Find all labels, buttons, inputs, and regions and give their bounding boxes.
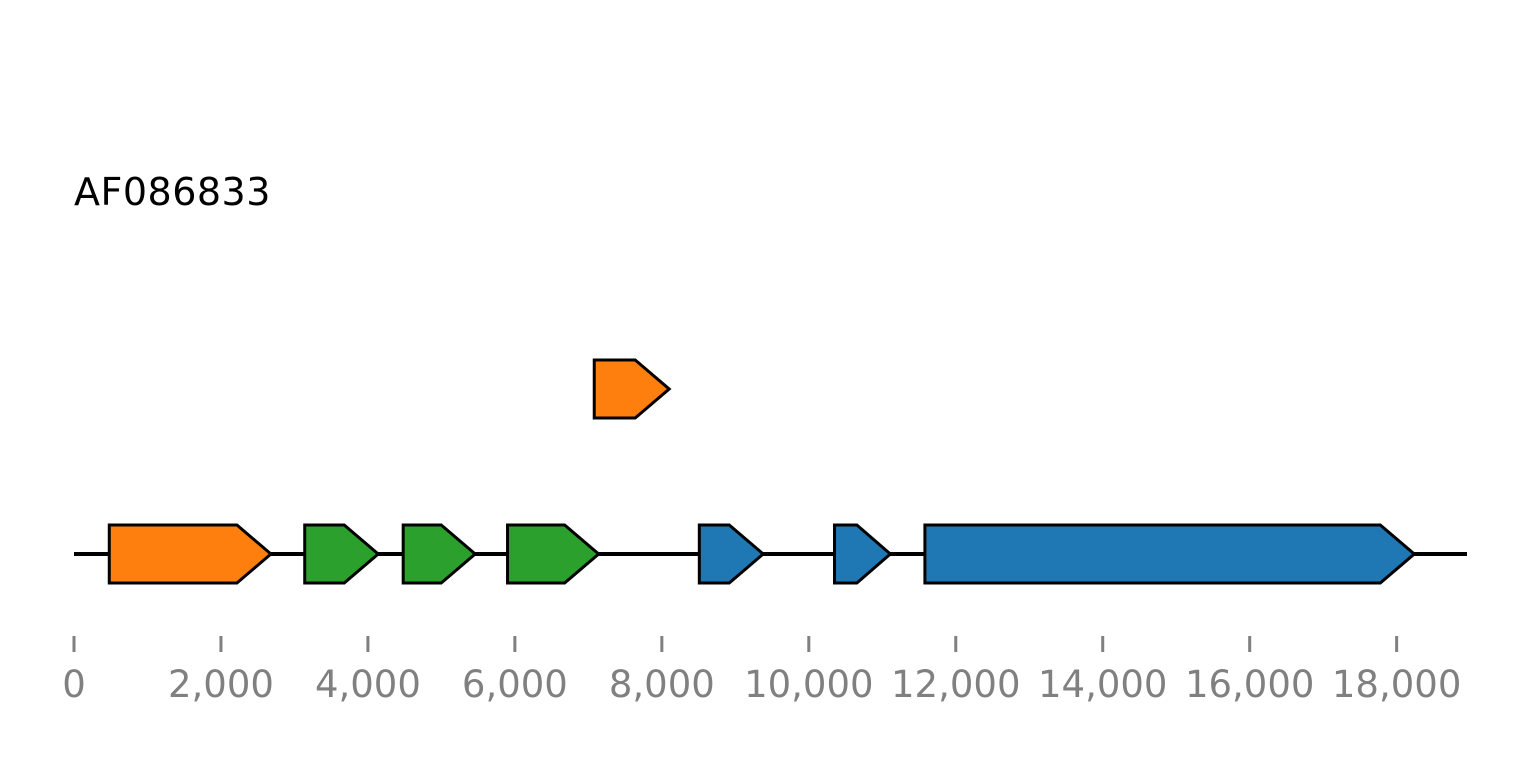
gene-feature-arrow (833, 523, 893, 585)
gene-feature-arrow (303, 523, 381, 585)
features-layer (107, 358, 1417, 585)
axis-tick-label: 2,000 (168, 663, 274, 706)
record-title: AF086833 (74, 170, 271, 214)
axis-tick-label: 4,000 (315, 663, 421, 706)
gene-feature-arrow (697, 523, 766, 585)
axis-tick-label: 10,000 (744, 663, 873, 706)
axis-tick-label: 18,000 (1332, 663, 1461, 706)
gene-feature-arrow (506, 523, 601, 585)
axis-tick-label: 16,000 (1185, 663, 1314, 706)
gene-feature-arrow (923, 523, 1417, 585)
axis-tick-label: 6,000 (462, 663, 568, 706)
gene-feature-arrow (401, 523, 478, 585)
axis-tick-label: 12,000 (891, 663, 1020, 706)
axis-tick-label: 14,000 (1038, 663, 1167, 706)
gene-feature-arrow (107, 523, 274, 585)
position-axis: 0 2,000 4,000 6,000 8,000 10,000 12,000 14,000 1… (62, 636, 1461, 706)
axis-tick-label: 0 (62, 663, 86, 706)
gene-feature-arrow (592, 358, 672, 420)
axis-tick-label: 8,000 (609, 663, 715, 706)
